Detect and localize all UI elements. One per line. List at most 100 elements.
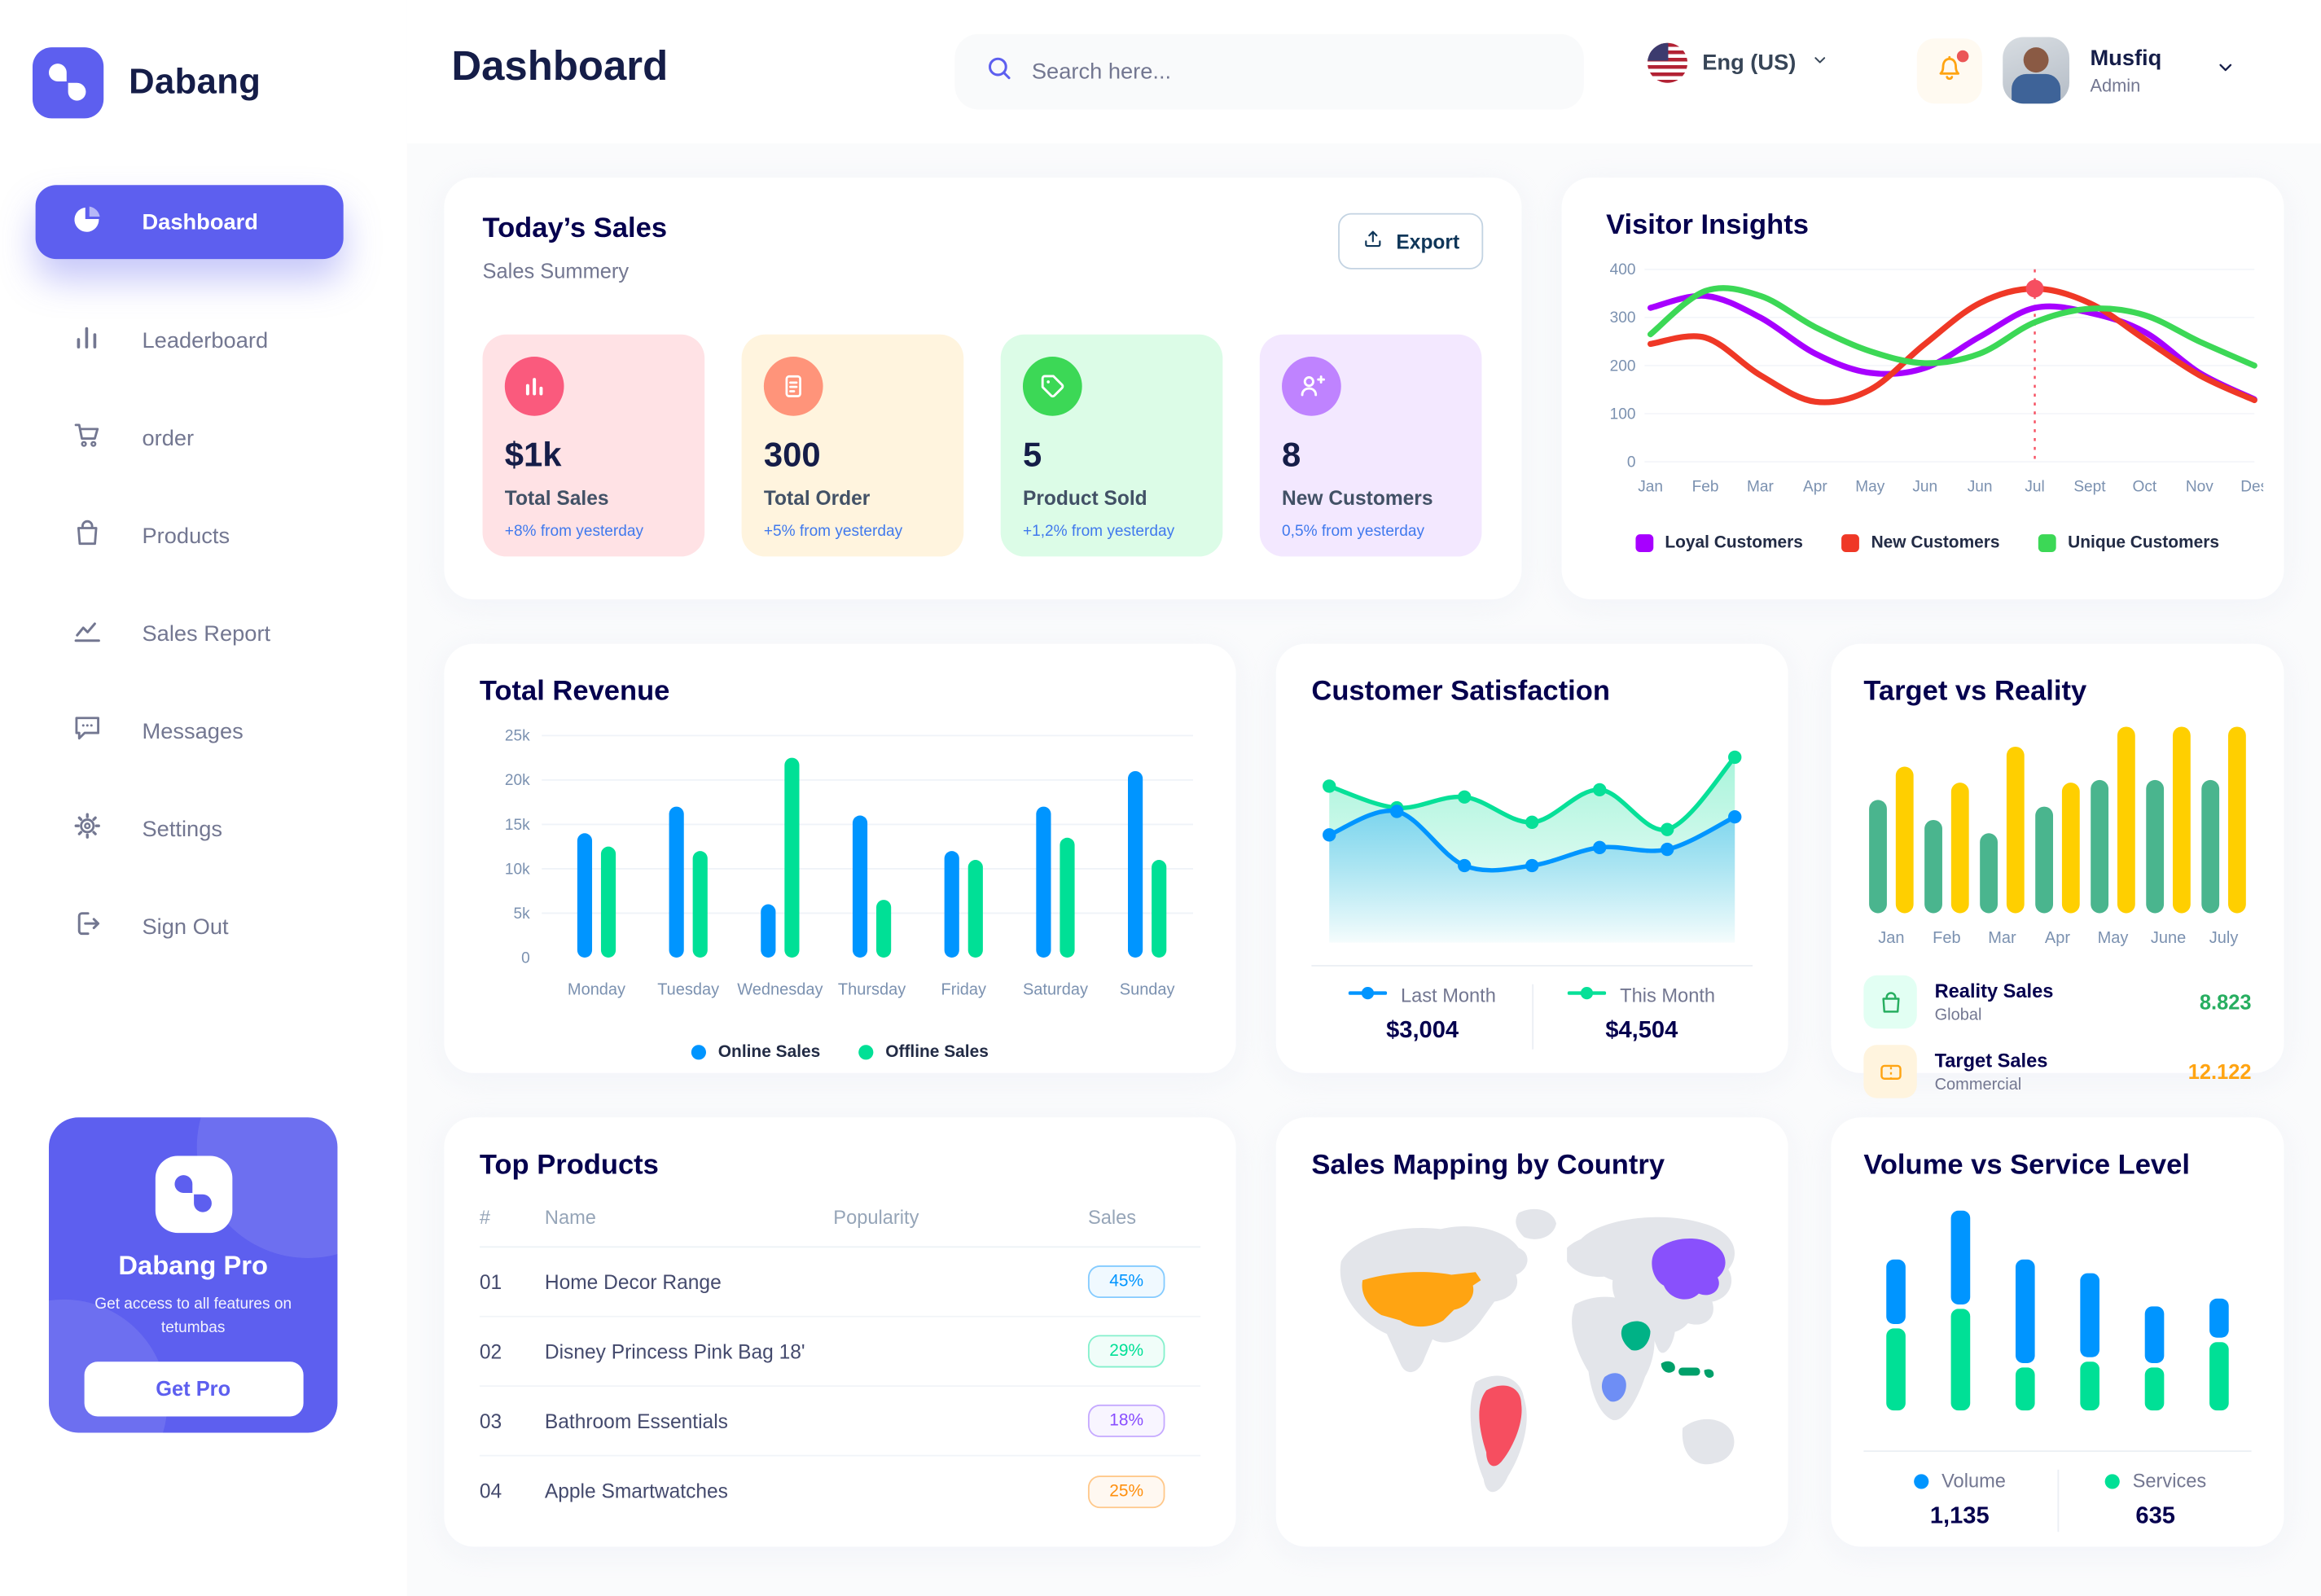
sales-badge: 45% xyxy=(1087,1265,1165,1299)
visitor-insights-title: Visitor Insights xyxy=(1606,210,1809,242)
app-logo-icon xyxy=(32,47,104,119)
svg-text:Friday: Friday xyxy=(941,980,986,998)
services-dot-icon xyxy=(2104,1473,2120,1489)
svg-text:May: May xyxy=(2098,929,2129,947)
total-revenue-title: Total Revenue xyxy=(479,676,670,708)
sales-mapping-title: Sales Mapping by Country xyxy=(1311,1150,1665,1182)
svg-text:300: 300 xyxy=(1610,309,1636,327)
svg-text:Feb: Feb xyxy=(1933,929,1960,947)
svg-text:Mar: Mar xyxy=(1747,478,1775,495)
svg-text:Jun: Jun xyxy=(1912,478,1937,495)
chat-icon xyxy=(71,712,103,750)
svg-text:10k: 10k xyxy=(505,861,530,878)
country-brazil xyxy=(1479,1385,1522,1467)
sidebar-item-label: Leaderboard xyxy=(142,327,269,353)
sale-card-value: 8 xyxy=(1282,435,1301,474)
svg-text:Feb: Feb xyxy=(1692,478,1719,495)
pro-title: Dabang Pro xyxy=(118,1250,268,1281)
visitor-insights-card: Visitor Insights 400 300 200 100 0 Jan Feb Mar A… xyxy=(1561,178,2284,600)
svg-text:Wednesday: Wednesday xyxy=(737,980,823,998)
bag-icon xyxy=(71,516,103,555)
sale-card-label: Product Sold xyxy=(1022,486,1147,510)
legend-reality-sales: Reality Sales Global 8.823 xyxy=(1863,975,2252,1029)
us-flag-icon xyxy=(1647,42,1688,83)
volume-service-chart xyxy=(1886,1210,2229,1411)
product-num: 04 xyxy=(479,1480,502,1502)
search-input[interactable] xyxy=(1031,59,1555,85)
legend-dot-icon xyxy=(691,1045,707,1060)
sale-card-trend: +5% from yesterday xyxy=(763,522,903,541)
country-dr-congo xyxy=(1601,1373,1626,1402)
sidebar-item-label: Settings xyxy=(142,816,223,842)
export-button[interactable]: Export xyxy=(1338,213,1484,270)
svg-text:Sept: Sept xyxy=(2073,478,2106,495)
language-selector[interactable]: Eng (US) xyxy=(1647,42,1830,83)
sale-card-value: 300 xyxy=(763,435,821,474)
svg-text:Jun: Jun xyxy=(1968,478,1993,495)
main-content: Today’s Sales Sales Summery Export $1k T… xyxy=(406,143,2321,1596)
pro-logo-icon xyxy=(154,1155,232,1234)
product-name: Home Decor Range xyxy=(544,1270,722,1293)
svg-text:Apr: Apr xyxy=(1803,478,1827,495)
sidebar-item-products[interactable]: Products xyxy=(36,499,344,573)
product-num: 03 xyxy=(479,1410,502,1432)
sidebar-item-sales-report[interactable]: Sales Report xyxy=(36,596,344,670)
get-pro-button[interactable]: Get Pro xyxy=(83,1361,303,1416)
user-name: Musfiq xyxy=(2090,45,2162,71)
svg-text:Saturday: Saturday xyxy=(1023,980,1088,998)
sidebar-item-dashboard[interactable]: Dashboard xyxy=(35,185,344,260)
legend-last-month: Last Month $3,004 xyxy=(1325,984,1519,1050)
sale-card-trend: 0,5% from yesterday xyxy=(1282,522,1425,541)
sales-mapping-card: Sales Mapping by Country xyxy=(1275,1117,1788,1547)
svg-text:Sunday: Sunday xyxy=(1120,980,1175,998)
svg-text:July: July xyxy=(2209,929,2239,947)
svg-text:Thursday: Thursday xyxy=(838,980,906,998)
sidebar-item-sign-out[interactable]: Sign Out xyxy=(36,889,344,963)
sidebar: Dabang Dashboard Leaderboard order Products… xyxy=(0,0,407,1596)
sale-card-trend: +8% from yesterday xyxy=(504,522,644,541)
pro-subtitle: Get access to all features on tetumbas xyxy=(94,1295,292,1336)
bell-icon xyxy=(1933,51,1966,91)
user-menu[interactable]: Musfiq Admin xyxy=(2003,37,2237,104)
sidebar-item-order[interactable]: order xyxy=(36,401,344,476)
visitor-insights-legend: Loyal Customers New Customers Unique Custo… xyxy=(1591,534,2263,552)
cart-icon xyxy=(71,419,103,457)
this-month-marker-icon xyxy=(1568,984,1608,1006)
country-united-states xyxy=(1362,1272,1481,1327)
continent-shape xyxy=(1652,1318,1675,1353)
sidebar-item-label: Sign Out xyxy=(142,914,229,940)
ticket-icon xyxy=(1863,1045,1917,1098)
legend-unique-customers: Unique Customers xyxy=(2038,534,2219,552)
sale-card-product-sold: 5 Product Sold +1,2% from yesterday xyxy=(1000,334,1223,557)
language-label: Eng (US) xyxy=(1702,50,1797,76)
sidebar-item-leaderboard[interactable]: Leaderboard xyxy=(36,304,344,378)
notifications-button[interactable] xyxy=(1916,38,1982,104)
svg-text:Jan: Jan xyxy=(1878,929,1904,947)
svg-text:June: June xyxy=(2151,929,2186,947)
volume-service-card: Volume vs Service Level Volume 1,135 Ser… xyxy=(1831,1117,2284,1547)
sale-card-new-customers: 8 New Customers 0,5% from yesterday xyxy=(1259,334,1482,557)
product-num: 02 xyxy=(479,1340,502,1363)
country-indonesia xyxy=(1661,1361,1714,1379)
sidebar-item-label: Products xyxy=(142,523,230,549)
tag-icon xyxy=(1022,357,1082,416)
sidebar-item-label: Sales Report xyxy=(142,620,271,647)
legend-swatch-icon xyxy=(1634,534,1653,552)
topbar: Dashboard Eng (US) Musfiq Admin xyxy=(406,0,2321,144)
svg-text:Monday: Monday xyxy=(568,980,625,998)
product-num: 01 xyxy=(479,1270,502,1293)
sidebar-item-settings[interactable]: Settings xyxy=(36,791,344,866)
customer-satisfaction-title: Customer Satisfaction xyxy=(1311,676,1610,708)
continent-shape xyxy=(1516,1208,1556,1239)
svg-text:100: 100 xyxy=(1610,406,1636,423)
product-name: Disney Princess Pink Bag 18' xyxy=(544,1340,805,1363)
pie-chart-icon xyxy=(71,203,103,241)
legend-dot-icon xyxy=(858,1045,874,1060)
svg-text:20k: 20k xyxy=(505,772,530,789)
sidebar-item-messages[interactable]: Messages xyxy=(36,694,344,768)
sidebar-item-label: Dashboard xyxy=(142,209,258,235)
svg-text:0: 0 xyxy=(1627,454,1636,471)
sidebar-nav: Dashboard Leaderboard order Products Sales R… xyxy=(0,185,407,987)
svg-text:0: 0 xyxy=(521,949,530,967)
